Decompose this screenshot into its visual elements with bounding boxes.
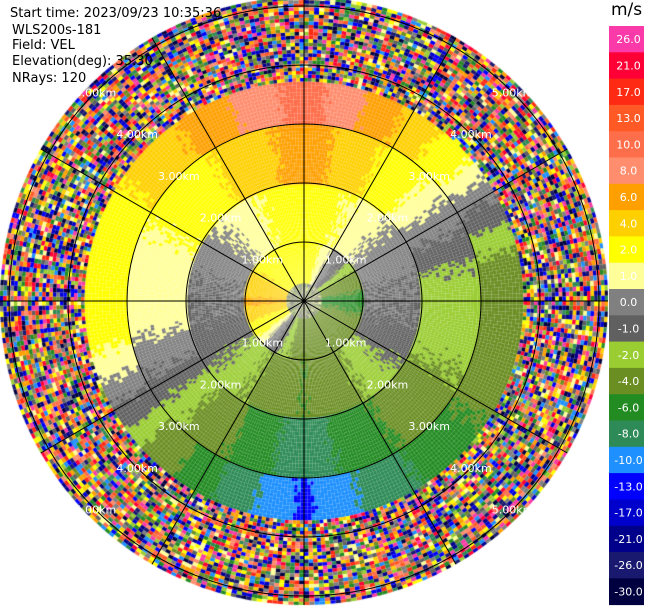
colorbar-segment xyxy=(609,157,644,185)
colorbar-tick-label: -2.0 xyxy=(618,349,639,362)
colorbar-segment xyxy=(609,78,644,106)
colorbar-segment xyxy=(609,289,644,316)
colorbar-segment xyxy=(609,210,644,237)
colorbar-segment xyxy=(609,446,644,474)
range-label: 1.00km xyxy=(241,253,283,266)
colorbar-tick-label: 4.0 xyxy=(620,217,638,230)
azimuth-spoke xyxy=(303,148,568,302)
colorbar-segment xyxy=(609,315,644,343)
range-label: 3.00km xyxy=(408,420,450,433)
range-label: 5.00km xyxy=(75,86,117,99)
colorbar-segment xyxy=(609,552,644,579)
azimuth-spoke xyxy=(40,148,305,302)
colorbar-segment xyxy=(609,578,644,606)
colorbar-tick-label: -4.0 xyxy=(618,375,639,388)
colorbar-tick-label: -1.0 xyxy=(618,322,639,335)
range-label: 2.00km xyxy=(367,212,409,225)
nrays-label: NRays: 120 xyxy=(12,71,87,86)
elevation-label: Elevation(deg): 35.30 xyxy=(12,54,153,69)
range-label: 4.00km xyxy=(450,128,492,141)
azimuth-spoke xyxy=(303,300,568,454)
colorbar-segment xyxy=(609,499,644,527)
colorbar-tick-label: -13.0 xyxy=(614,480,642,493)
range-label: 2.00km xyxy=(367,378,409,391)
range-label: 4.00km xyxy=(116,462,158,475)
colorbar-segment xyxy=(609,473,644,500)
colorbar-tick-label: 2.0 xyxy=(620,244,638,257)
colorbar-segment xyxy=(609,104,644,132)
range-label: 5.00km xyxy=(492,86,534,99)
colorbar-segment xyxy=(609,52,644,80)
range-label: 4.00km xyxy=(116,128,158,141)
colorbar-segment xyxy=(609,183,644,211)
range-label: 1.00km xyxy=(241,337,283,350)
colorbar-tick-label: -10.0 xyxy=(614,454,642,467)
range-label: 4.00km xyxy=(450,462,492,475)
azimuth-spoke xyxy=(40,300,305,454)
range-label: 2.00km xyxy=(200,212,242,225)
range-label: 2.00km xyxy=(200,378,242,391)
azimuth-spoke xyxy=(151,300,305,565)
colorbar-tick-label: 26.0 xyxy=(616,33,641,46)
colorbar-segment xyxy=(609,26,644,53)
colorbar-title: m/s xyxy=(611,0,643,20)
colorbar-segment xyxy=(609,341,644,369)
colorbar-tick-label: 17.0 xyxy=(616,86,641,99)
colorbar-tick-label: -6.0 xyxy=(618,401,639,414)
colorbar-tick-label: 6.0 xyxy=(620,191,638,204)
colorbar-segment xyxy=(609,367,644,395)
azimuth-spoke xyxy=(151,37,305,302)
colorbar-tick-label: 21.0 xyxy=(616,59,641,72)
range-label: 3.00km xyxy=(408,170,450,183)
azimuth-spoke xyxy=(303,300,457,565)
colorbar-tick-label: 8.0 xyxy=(620,165,638,178)
range-label: 3.00km xyxy=(158,420,200,433)
colorbar-tick-label: -8.0 xyxy=(618,428,639,441)
colorbar-tick-label: 13.0 xyxy=(616,112,641,125)
range-label: 5.00km xyxy=(492,504,534,517)
instrument-label: WLS200s-181 xyxy=(12,23,102,38)
colorbar-tick-label: 10.0 xyxy=(616,138,641,151)
start-time-label: Start time: 2023/09/23 10:35:36 xyxy=(10,6,222,21)
range-label: 1.00km xyxy=(325,253,367,266)
range-label: 1.00km xyxy=(325,337,367,350)
colorbar-segment xyxy=(609,236,644,264)
range-label: 3.00km xyxy=(158,170,200,183)
range-label: 5.00km xyxy=(75,504,117,517)
colorbar-tick-label: 0.0 xyxy=(620,296,638,309)
colorbar-segment xyxy=(609,394,644,421)
colorbar-segment xyxy=(609,420,644,448)
colorbar-tick-label: -30.0 xyxy=(614,585,642,598)
azimuth-spoke xyxy=(303,37,457,302)
colorbar-segment xyxy=(609,262,644,290)
colorbar-segment xyxy=(609,525,644,553)
colorbar-tick-label: 1.0 xyxy=(620,270,638,283)
colorbar-tick-label: -21.0 xyxy=(614,533,642,546)
field-label: Field: VEL xyxy=(12,38,75,53)
colorbar-tick-label: -17.0 xyxy=(614,507,642,520)
colorbar-segment xyxy=(609,131,644,158)
colorbar-tick-label: -26.0 xyxy=(614,559,642,572)
